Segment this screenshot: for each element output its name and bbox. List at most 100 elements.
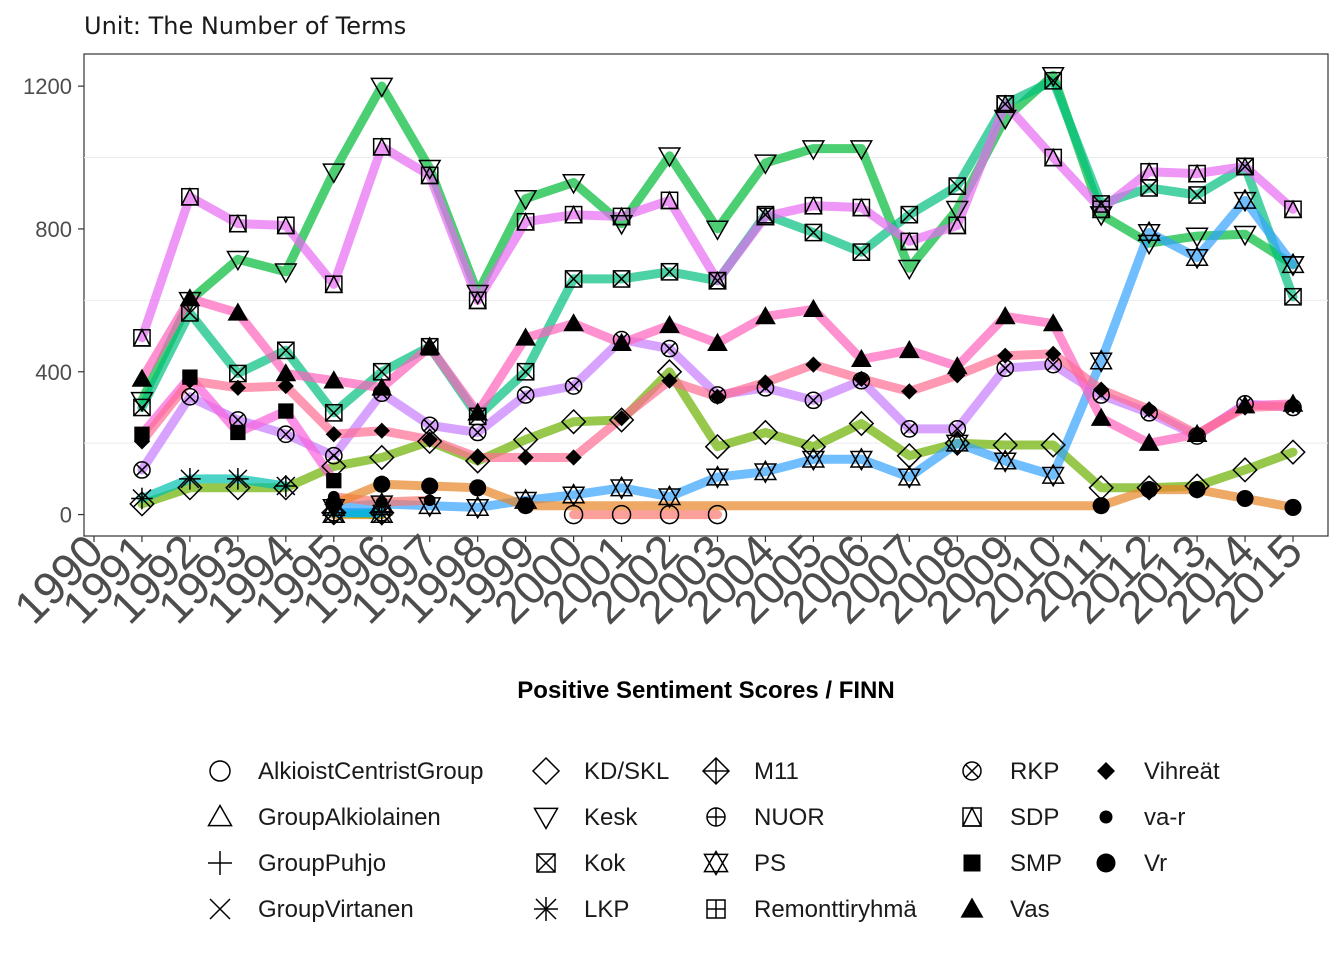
data-point-vihre-t xyxy=(805,356,822,373)
legend-label: RKP xyxy=(1010,758,1059,785)
data-point-rkp xyxy=(804,391,823,410)
series-points xyxy=(129,66,1306,526)
data-point-ps xyxy=(1281,252,1305,277)
data-point-sdp xyxy=(1139,162,1159,181)
data-point-vihre-t xyxy=(325,426,342,443)
data-point-vihre-t xyxy=(1284,397,1302,414)
data-point-vr xyxy=(517,497,535,515)
data-point-kd-skl xyxy=(1136,475,1162,501)
data-point-lkp xyxy=(131,487,153,510)
series-line-vr xyxy=(329,479,1298,512)
data-point-kok xyxy=(852,243,871,262)
data-point-rkp xyxy=(564,377,583,395)
data-point-kesk xyxy=(897,259,921,281)
legend-item-kok: Kok xyxy=(536,850,626,877)
data-point-kd-skl xyxy=(800,433,827,460)
data-point-smp xyxy=(278,403,294,419)
legend-label: Vas xyxy=(1010,896,1050,923)
data-point-vas xyxy=(227,302,249,321)
data-point-kd-skl xyxy=(560,408,587,435)
data-point-smp xyxy=(326,473,342,489)
series-line-kesk xyxy=(137,70,1298,405)
data-point-sdp xyxy=(660,190,679,210)
data-point-rkp xyxy=(900,420,919,438)
data-point-kesk xyxy=(1041,66,1065,88)
data-point-kd-skl xyxy=(848,410,875,437)
legend-item-nuor: NUOR xyxy=(706,804,825,831)
data-point-vas xyxy=(563,313,584,332)
data-point-vihre-t xyxy=(1093,381,1110,398)
data-point-kd-skl xyxy=(129,491,155,517)
data-point-kesk xyxy=(274,263,298,284)
data-point-kesk xyxy=(801,140,826,161)
chart-subtitle: Unit: The Number of Terms xyxy=(84,12,406,40)
data-point-kok xyxy=(948,177,967,195)
data-point-kd-skl xyxy=(369,444,395,471)
legend-label: KD/SKL xyxy=(584,758,669,785)
data-point-ps xyxy=(705,465,730,489)
legend-label: NUOR xyxy=(754,804,825,831)
data-point-vas xyxy=(467,402,488,421)
data-point-ps xyxy=(945,431,969,456)
data-point-kesk xyxy=(562,174,586,195)
data-point-vihre-t xyxy=(1236,399,1254,416)
legend-label: Vr xyxy=(1144,850,1167,877)
data-point-kesk xyxy=(418,159,442,181)
data-point-sdp xyxy=(372,137,392,156)
data-point-ps xyxy=(897,465,921,489)
data-point-ps xyxy=(1089,349,1113,373)
data-point-rkp xyxy=(276,425,295,444)
data-point-kesk xyxy=(705,220,730,241)
data-point-vas xyxy=(515,327,536,346)
y-tick-label: 1200 xyxy=(23,74,72,99)
data-point-kok xyxy=(1140,179,1158,197)
data-point-kesk xyxy=(226,250,250,272)
data-point-kesk xyxy=(1233,225,1257,247)
data-point-sdp xyxy=(1235,156,1255,176)
series-line-lkp xyxy=(137,474,291,503)
data-point-sdp xyxy=(947,215,967,235)
data-point-kesk xyxy=(322,163,346,184)
data-point-sdp xyxy=(132,328,152,347)
data-point-kok xyxy=(564,270,583,288)
data-point-rkp xyxy=(516,386,535,404)
data-point-kok xyxy=(324,403,343,422)
data-point-vas xyxy=(611,332,632,351)
legend-label: GroupPuhjo xyxy=(258,850,386,877)
data-point-lkp xyxy=(227,468,249,490)
data-point-kd-skl xyxy=(225,475,251,501)
data-point-sdp xyxy=(995,94,1015,113)
data-point-vihre-t xyxy=(133,433,151,450)
data-point-vr xyxy=(373,475,391,493)
data-point-vas xyxy=(419,336,441,355)
legend-item-lkp: LKP xyxy=(534,896,629,923)
data-point-kesk xyxy=(753,154,778,175)
data-point-sdp xyxy=(468,290,488,310)
data-point-kok xyxy=(276,341,295,360)
legend-label: M11 xyxy=(754,758,799,785)
y-tick-label: 800 xyxy=(35,217,72,242)
data-point-vihre-t xyxy=(709,388,726,405)
data-point-ps xyxy=(801,447,826,472)
data-point-vihre-t xyxy=(421,431,438,448)
legend-item-rkp: RKP xyxy=(962,758,1059,785)
data-point-vihre-t xyxy=(613,410,630,427)
data-point-vas xyxy=(755,306,776,325)
data-point-ps xyxy=(993,449,1017,473)
legend: AlkioistCentristGroup GroupAlkiolainen Gro… xyxy=(207,756,1220,923)
data-point-vas xyxy=(179,288,201,307)
data-point-kok xyxy=(1044,71,1063,90)
data-point-vas xyxy=(994,306,1016,325)
data-point-ps xyxy=(609,475,634,500)
data-point-kok xyxy=(516,362,535,381)
legend-label: Remonttiryhmä xyxy=(754,896,917,923)
legend-label: va-r xyxy=(1144,804,1185,831)
data-point-kok xyxy=(660,262,679,281)
data-point-sdp xyxy=(612,206,631,226)
data-point-sdp xyxy=(708,270,727,290)
data-point-lkp xyxy=(275,475,297,497)
legend-item-alkioistcentristgroup: AlkioistCentristGroup xyxy=(209,758,483,785)
data-point-vas xyxy=(707,332,728,351)
data-point-vas xyxy=(323,370,345,389)
data-point-kok xyxy=(133,398,151,417)
